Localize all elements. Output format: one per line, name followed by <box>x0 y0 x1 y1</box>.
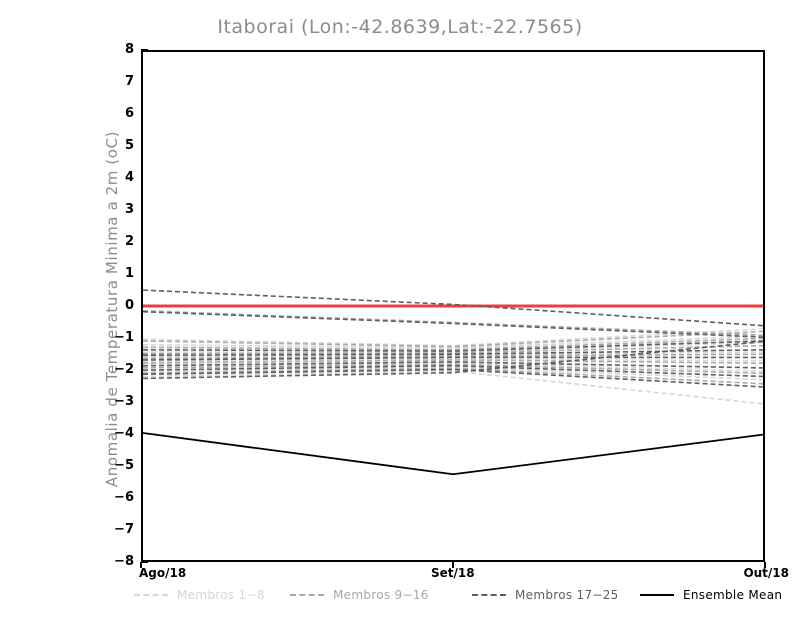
plot-area <box>141 50 765 562</box>
y-tick-label: 7 <box>124 74 134 89</box>
legend-label: Membros 1−8 <box>177 588 265 602</box>
legend-swatch <box>134 594 168 596</box>
y-tick-label: 5 <box>124 138 134 153</box>
y-tick-label: −8 <box>114 554 134 569</box>
data-line <box>143 312 763 337</box>
page-title: Itaborai (Lon:-42.8639,Lat:-22.7565) <box>217 16 583 38</box>
y-tick-label: 3 <box>124 202 134 217</box>
y-tick-label: −4 <box>114 426 134 441</box>
data-line <box>143 363 763 371</box>
y-tick-label: 2 <box>124 234 134 249</box>
data-line <box>143 338 763 349</box>
data-line <box>143 336 763 348</box>
y-tick-label: 1 <box>124 266 134 281</box>
data-line <box>143 359 763 361</box>
y-tick-label: −3 <box>114 394 134 409</box>
data-line <box>143 433 763 474</box>
data-line <box>143 366 763 377</box>
legend-item[interactable]: Membros 9−16 <box>290 588 429 602</box>
data-line <box>143 354 763 358</box>
legend-swatch <box>290 594 324 596</box>
y-tick-label: 8 <box>124 42 134 57</box>
y-tick-label: −5 <box>114 458 134 473</box>
y-tick-label: −7 <box>114 522 134 537</box>
legend-label: Membros 17−25 <box>515 588 619 602</box>
data-line <box>143 346 763 354</box>
y-tick-mark <box>141 561 148 563</box>
legend-swatch <box>472 594 506 596</box>
legend-item[interactable]: Membros 1−8 <box>134 588 265 602</box>
x-tick-mark <box>140 562 142 568</box>
y-tick-label: 0 <box>124 298 134 313</box>
y-tick-label: 4 <box>124 170 134 185</box>
data-line <box>143 364 763 373</box>
y-tick-label: −6 <box>114 490 134 505</box>
data-line <box>143 370 763 387</box>
data-line <box>143 350 763 355</box>
data-line <box>143 371 763 404</box>
data-line <box>143 341 763 351</box>
y-tick-label: 6 <box>124 106 134 121</box>
x-tick-label: Set/18 <box>431 566 475 580</box>
data-line <box>143 311 763 335</box>
legend-label: Membros 9−16 <box>333 588 429 602</box>
data-line <box>143 331 763 346</box>
legend-swatch <box>640 594 674 596</box>
legend-item[interactable]: Ensemble Mean <box>640 588 782 602</box>
x-tick-mark <box>764 562 766 568</box>
data-line <box>143 290 763 326</box>
data-line <box>143 352 763 357</box>
x-tick-label: Ago/18 <box>139 566 187 580</box>
x-tick-mark <box>452 562 454 568</box>
plot-lines <box>143 52 763 560</box>
legend-item[interactable]: Membros 17−25 <box>472 588 619 602</box>
data-line <box>143 357 763 360</box>
legend: Membros 1−8 Membros 9−16 Membros 17−25 Ense… <box>120 585 782 605</box>
x-tick-label: Out/18 <box>743 566 789 580</box>
y-tick-label: −2 <box>114 362 134 377</box>
y-tick-label: −1 <box>114 330 134 345</box>
data-line <box>143 343 763 353</box>
data-line <box>143 360 763 363</box>
data-line <box>143 367 763 380</box>
data-line <box>143 362 763 368</box>
data-line <box>143 368 763 384</box>
data-line <box>143 329 763 346</box>
legend-label: Ensemble Mean <box>683 588 783 602</box>
